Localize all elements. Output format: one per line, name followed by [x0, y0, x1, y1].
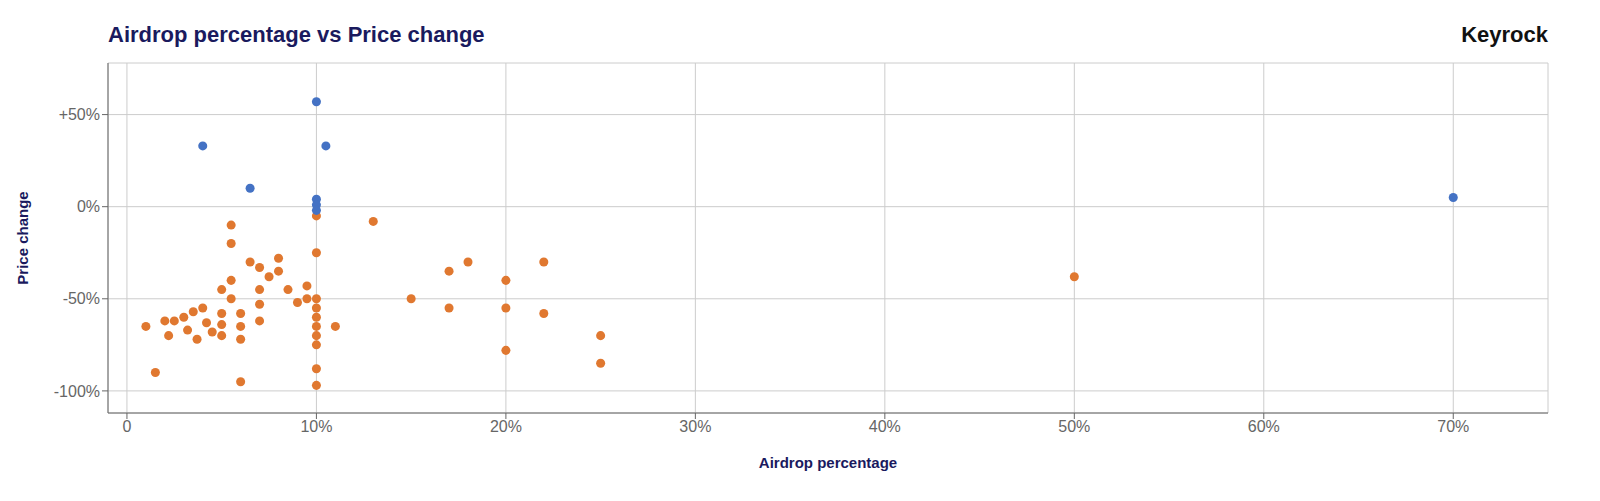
svg-text:50%: 50% — [1058, 418, 1090, 435]
html-text:Keyrock: Keyrock — [1461, 22, 1548, 47]
svg-text:20%: 20% — [490, 418, 522, 435]
svg-text:0: 0 — [122, 418, 131, 435]
html-text:Airdrop percentage vs Price ch: Airdrop percentage vs Price change — [108, 22, 485, 47]
svg-text:0%: 0% — [77, 198, 100, 215]
svg-text:Price change: Price change — [14, 191, 31, 284]
svg-text:60%: 60% — [1248, 418, 1280, 435]
svg-text:30%: 30% — [679, 418, 711, 435]
svg-text:-50%: -50% — [63, 290, 100, 307]
svg-text:10%: 10% — [300, 418, 332, 435]
svg-text:40%: 40% — [869, 418, 901, 435]
svg-text:-100%: -100% — [54, 383, 100, 400]
svg-text:70%: 70% — [1437, 418, 1469, 435]
svg-text:Airdrop percentage: Airdrop percentage — [759, 454, 897, 471]
svg-text:+50%: +50% — [59, 106, 100, 123]
